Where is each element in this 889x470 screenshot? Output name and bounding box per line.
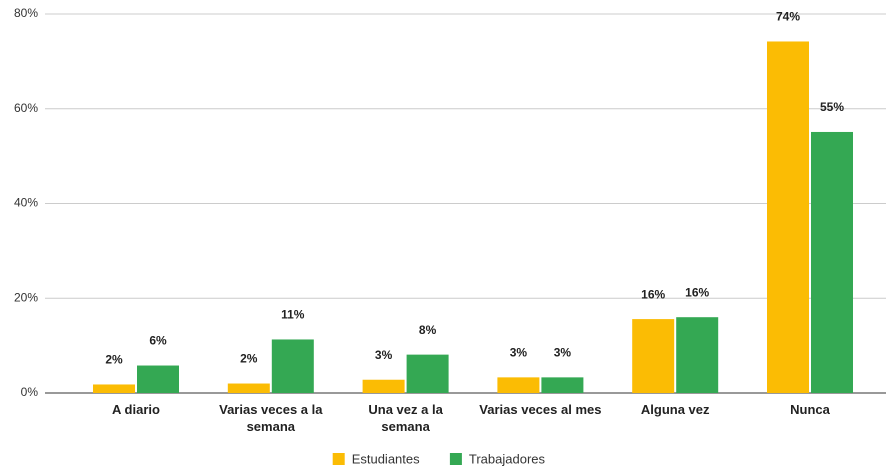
value-label: 16% (685, 285, 709, 299)
value-label: 8% (419, 323, 437, 337)
y-tick-label: 40% (14, 196, 38, 210)
bar (362, 379, 405, 393)
x-tick-label: A diario (112, 402, 160, 417)
y-tick-label: 60% (14, 101, 38, 115)
value-label: 16% (641, 287, 665, 301)
value-label: 2% (240, 352, 258, 366)
bar (93, 384, 135, 393)
y-tick-label: 20% (14, 290, 38, 304)
value-label: 3% (375, 348, 393, 362)
value-label: 11% (281, 308, 305, 322)
bar (811, 131, 853, 393)
bar (497, 377, 540, 393)
legend-label: Trabajadores (469, 451, 546, 466)
x-tick-label: Alguna vez (640, 402, 710, 417)
legend-label: Estudiantes (352, 451, 420, 466)
bar (676, 317, 719, 393)
y-tick-label: 0% (21, 385, 39, 399)
bar (406, 354, 449, 393)
x-tick-label: Nunca (790, 402, 830, 417)
value-label: 2% (105, 353, 123, 367)
y-tick-label: 80% (14, 6, 38, 20)
value-label: 74% (776, 10, 800, 24)
value-label: 3% (554, 346, 572, 360)
bar (632, 319, 675, 393)
bar (767, 41, 809, 393)
legend-swatch (449, 453, 462, 465)
bar (137, 365, 179, 393)
x-tick-label: Varias veces al mes (479, 402, 602, 417)
value-label: 55% (820, 100, 844, 114)
bar (227, 383, 270, 393)
value-label: 3% (510, 346, 528, 360)
value-label: 6% (149, 334, 167, 348)
legend-swatch (332, 453, 345, 465)
bar (271, 339, 314, 393)
x-tick-label: Una vez a la semana (368, 402, 443, 434)
bar (541, 377, 584, 393)
x-tick-label: Varias veces a la semana (219, 402, 323, 434)
